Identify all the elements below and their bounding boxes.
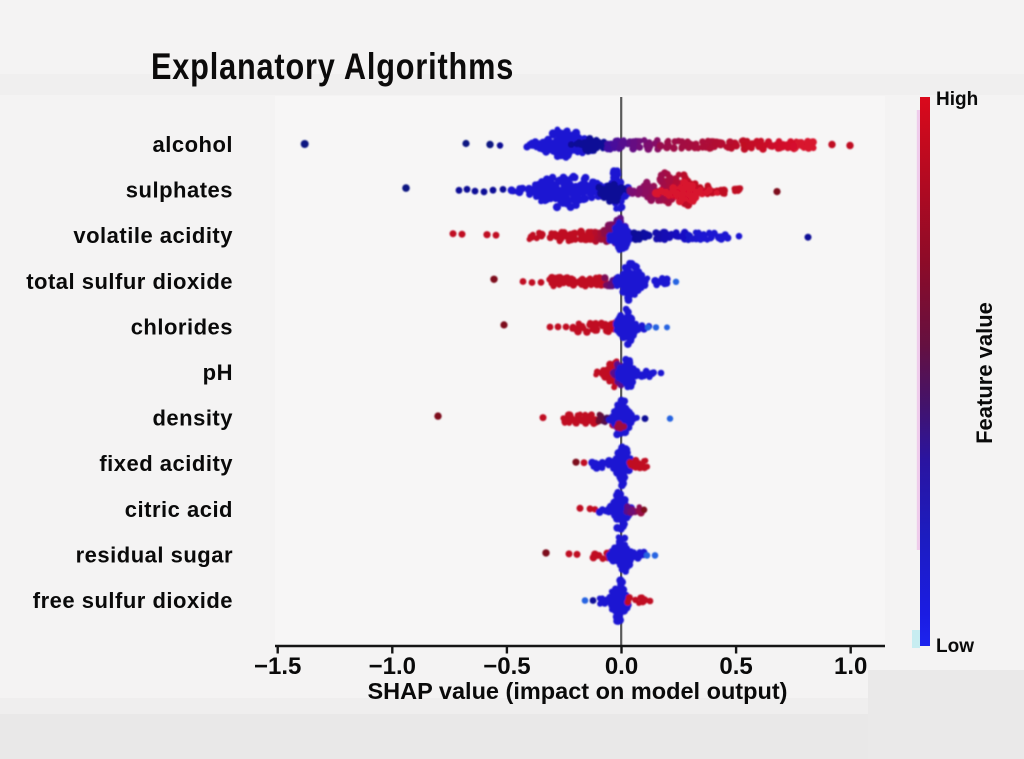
svg-text:1.0: 1.0 [834,653,867,680]
svg-text:Feature value: Feature value [972,302,997,444]
svg-text:−0.5: −0.5 [483,653,530,680]
svg-text:volatile acidity: volatile acidity [73,223,233,248]
svg-text:chlorides: chlorides [131,314,233,339]
svg-text:Low: Low [936,636,974,657]
svg-text:pH: pH [203,360,233,385]
svg-text:alcohol: alcohol [152,132,233,157]
svg-text:total sulfur dioxide: total sulfur dioxide [26,269,233,294]
svg-text:citric acid: citric acid [125,497,233,522]
svg-text:−1.5: −1.5 [254,653,301,680]
svg-text:free sulfur dioxide: free sulfur dioxide [33,588,233,613]
svg-text:High: High [936,89,978,110]
svg-text:residual sugar: residual sugar [76,542,233,567]
svg-text:0.5: 0.5 [719,653,752,680]
svg-text:density: density [152,406,233,431]
svg-text:0.0: 0.0 [605,653,638,680]
svg-text:−1.0: −1.0 [369,653,416,680]
svg-text:SHAP value (impact on model ou: SHAP value (impact on model output) [368,678,788,704]
svg-text:sulphates: sulphates [126,178,233,203]
svg-text:fixed acidity: fixed acidity [99,451,233,476]
